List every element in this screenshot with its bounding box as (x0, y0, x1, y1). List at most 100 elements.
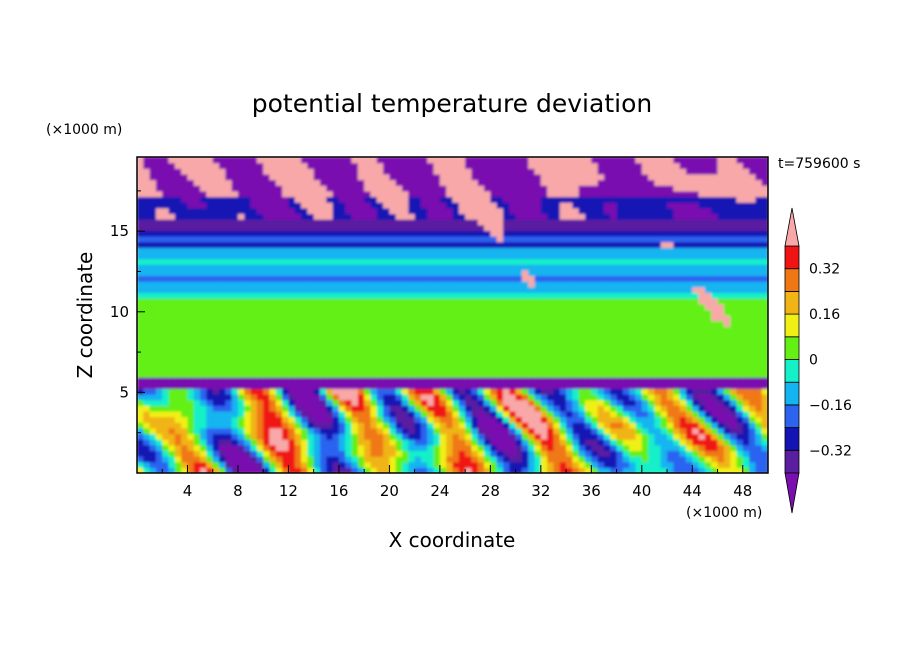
heatmap-cell (319, 410, 327, 418)
heatmap-cell (755, 354, 763, 361)
heatmap-cell (477, 303, 485, 310)
heatmap-cell (389, 202, 397, 209)
heatmap-cell (288, 213, 296, 220)
heatmap-cell (137, 224, 144, 231)
heatmap-cell (351, 252, 359, 260)
heatmap-cell (219, 467, 226, 473)
heatmap-cell (635, 196, 643, 203)
heatmap-cell (155, 467, 163, 473)
heatmap-cell (465, 219, 473, 226)
heatmap-cell (319, 439, 327, 446)
heatmap-cell (219, 427, 226, 435)
heatmap-cell (755, 292, 763, 299)
heatmap-cell (294, 275, 302, 282)
heatmap-cell (692, 422, 700, 429)
heatmap-cell (641, 410, 649, 418)
heatmap-cell (629, 399, 637, 406)
heatmap-cell (187, 456, 195, 463)
heatmap-cell (332, 331, 340, 339)
heatmap-cell (225, 213, 233, 220)
heatmap-cell (559, 230, 567, 237)
heatmap-cell (515, 416, 523, 423)
heatmap-cell (736, 354, 744, 361)
heatmap-cell (673, 298, 681, 305)
heatmap-cell (351, 320, 359, 327)
heatmap-cell (225, 456, 233, 463)
heatmap-cell (446, 461, 454, 468)
heatmap-cell (326, 275, 334, 282)
heatmap-cell (603, 388, 611, 395)
heatmap-cell (685, 298, 693, 305)
heatmap-cell (635, 394, 643, 401)
heatmap-cell (282, 196, 290, 203)
heatmap-cell (389, 416, 397, 423)
heatmap-cell (711, 207, 719, 215)
heatmap-cell (502, 303, 510, 310)
heatmap-cell (408, 394, 416, 401)
heatmap-cell (622, 320, 630, 327)
heatmap-cell (458, 241, 466, 248)
heatmap-cell (433, 348, 441, 356)
heatmap-cell (528, 241, 536, 248)
heatmap-cell (168, 444, 176, 452)
heatmap-cell (572, 337, 580, 344)
heatmap-cell (534, 196, 542, 203)
heatmap-cell (376, 326, 384, 333)
heatmap-cell (206, 286, 214, 294)
heatmap-cell (143, 365, 151, 373)
heatmap-cell (427, 202, 435, 209)
heatmap-cell (477, 213, 485, 220)
heatmap-cell (704, 343, 712, 350)
heatmap-cell (370, 416, 378, 423)
heatmap-cell (717, 303, 725, 310)
heatmap-cell (458, 433, 466, 440)
heatmap-cell (376, 236, 384, 243)
heatmap-cell (723, 422, 731, 429)
heatmap-cell (723, 275, 731, 282)
heatmap-cell (547, 309, 555, 316)
heatmap-cell (408, 315, 416, 322)
heatmap-cell (389, 326, 397, 333)
heatmap-cell (212, 348, 220, 356)
heatmap-cell (635, 326, 643, 333)
heatmap-cell (610, 405, 618, 412)
heatmap-cell (250, 331, 258, 339)
heatmap-cell (547, 399, 555, 406)
heatmap-cell (610, 365, 618, 373)
heatmap-cell (698, 450, 706, 457)
heatmap-cell (730, 207, 738, 215)
heatmap-cell (338, 264, 346, 271)
heatmap-cell (326, 405, 334, 412)
heatmap-cell (383, 410, 390, 418)
heatmap-cell (370, 241, 378, 248)
heatmap-cell (162, 377, 170, 384)
heatmap-cell (622, 461, 630, 468)
heatmap-cell (547, 337, 555, 344)
heatmap-cell (301, 219, 308, 226)
heatmap-cell (193, 348, 201, 356)
heatmap-cell (414, 410, 422, 418)
heatmap-cell (319, 292, 327, 299)
heatmap-cell (496, 416, 504, 423)
heatmap-cell (477, 258, 485, 265)
heatmap-cell (496, 224, 504, 231)
heatmap-cell (143, 439, 151, 446)
heatmap-cell (635, 281, 643, 288)
heatmap-cell (420, 286, 428, 294)
heatmap-cell (502, 365, 510, 373)
heatmap-cell (452, 264, 460, 271)
heatmap-cell (200, 365, 208, 373)
heatmap-cell (458, 416, 466, 423)
heatmap-cell (540, 433, 548, 440)
heatmap-cell (319, 298, 327, 305)
heatmap-cell (547, 360, 555, 367)
heatmap-cell (540, 298, 548, 305)
heatmap-cell (351, 241, 359, 248)
heatmap-cell (231, 399, 239, 406)
heatmap-cell (591, 298, 599, 305)
heatmap-cell (509, 264, 517, 271)
heatmap-cell (477, 382, 485, 389)
heatmap-cell (711, 365, 719, 373)
heatmap-cell (357, 444, 365, 452)
heatmap-cell (496, 247, 504, 254)
